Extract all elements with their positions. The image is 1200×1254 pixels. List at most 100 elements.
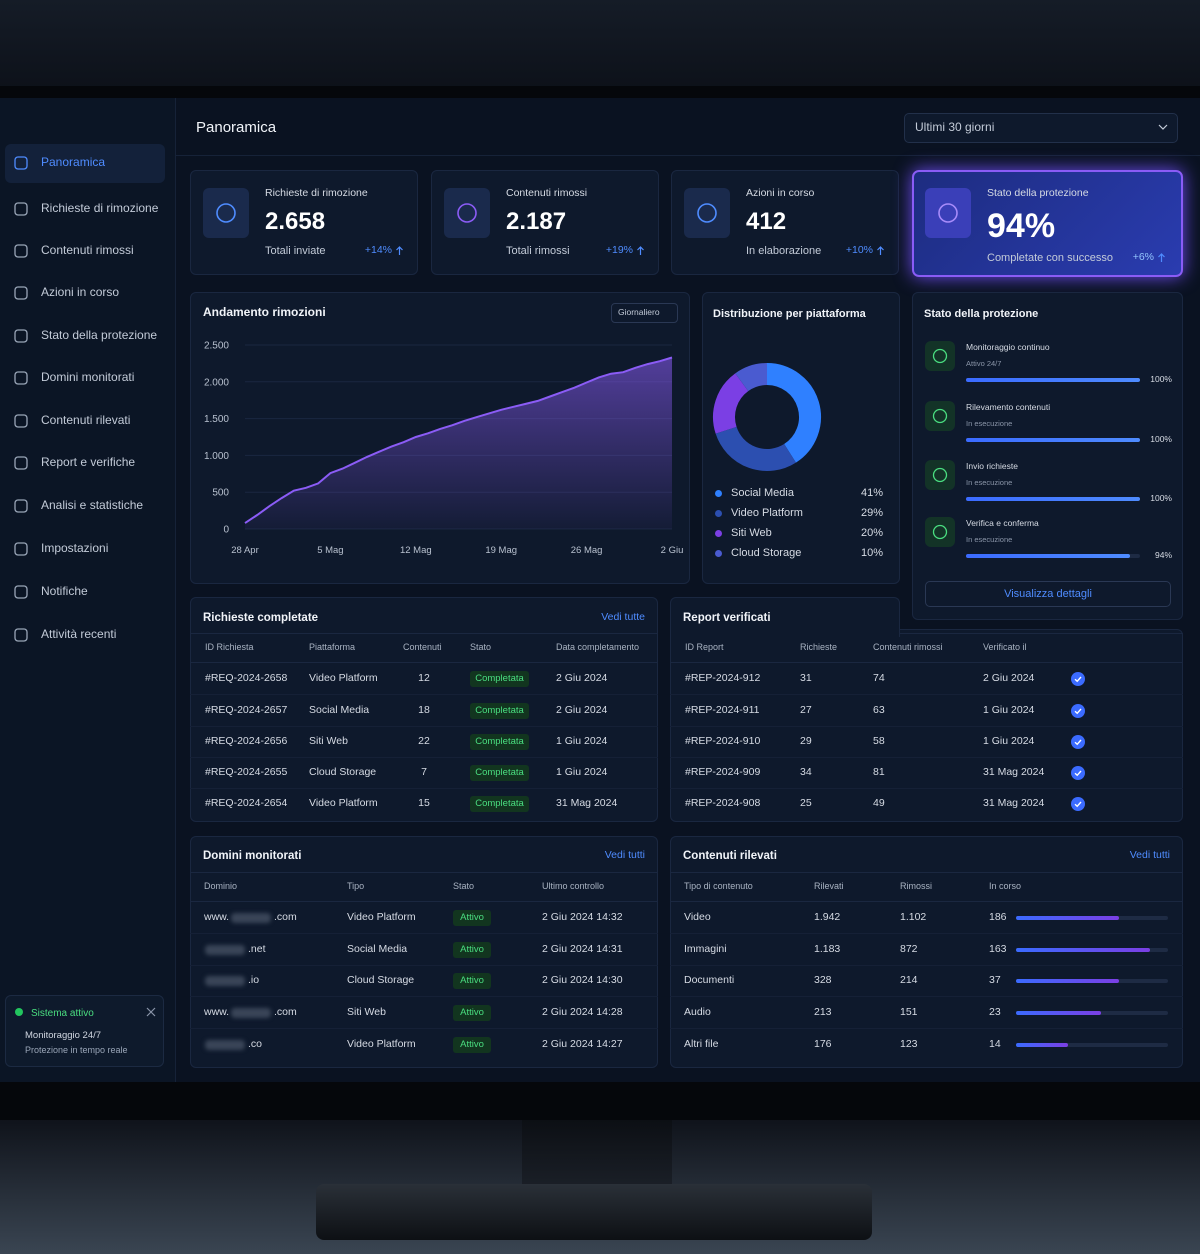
nav-item[interactable]: Contenuti rilevati: [41, 413, 131, 428]
table-header: Ultimo controllo: [542, 881, 605, 892]
cell: #REP-2024-908: [685, 797, 761, 810]
cell: 213: [814, 1006, 832, 1019]
nav-item[interactable]: Domini monitorati: [41, 370, 135, 385]
chart-selector-label[interactable]: Giornaliero: [618, 307, 660, 318]
cell: #REQ-2024-2657: [205, 704, 288, 717]
donut-chart: [713, 363, 821, 471]
range-select[interactable]: [904, 113, 1178, 143]
nav-icon: [14, 414, 28, 428]
chart-selector[interactable]: [611, 303, 678, 323]
cell: 25: [800, 797, 812, 810]
status-badge-label: Attivo: [460, 1006, 484, 1018]
protection-card: [912, 292, 1183, 620]
status-badge: [470, 703, 529, 719]
nav-item[interactable]: Attività recenti: [41, 627, 117, 642]
y-tick-label: 1.000: [204, 451, 229, 462]
cell: 27: [800, 704, 812, 717]
donut-segment: [715, 426, 796, 471]
row-divider: [190, 965, 658, 966]
verified-check: [1074, 739, 1082, 746]
details-button-label[interactable]: Visualizza dettagli: [1004, 587, 1092, 600]
nav-icon: [14, 329, 28, 343]
table-header: ID Richiesta: [205, 642, 254, 653]
domain-blur: [231, 913, 271, 923]
cell: 31 Mag 2024: [556, 797, 618, 810]
domain-prefix: www.: [204, 1006, 230, 1019]
cell: 186: [989, 911, 1007, 924]
table-card: [670, 836, 1183, 1068]
table-header: Dominio: [204, 881, 238, 892]
status-badge-label: Completata: [475, 735, 524, 747]
table-header: Rilevati: [814, 881, 844, 892]
cell: 63: [873, 704, 885, 717]
nav-icon: [14, 156, 28, 170]
kpi-value: 412: [746, 208, 787, 236]
step-title: Invio richieste: [966, 461, 1018, 472]
nav-item[interactable]: Contenuti rimossi: [41, 243, 134, 258]
nav-icon: [14, 628, 28, 642]
close-icon[interactable]: [146, 1007, 156, 1017]
domain-prefix: www.: [204, 911, 230, 924]
verified-icon: [1071, 735, 1085, 749]
legend-value: 29%: [860, 506, 883, 519]
nav-item[interactable]: Report e verifiche: [41, 455, 136, 470]
legend-label: Cloud Storage: [731, 546, 802, 559]
cell: Video Platform: [347, 1038, 416, 1051]
panel-title: Domini monitorati: [203, 849, 302, 862]
nav-item[interactable]: Panoramica: [41, 155, 106, 170]
table-card: [190, 597, 658, 822]
x-tick-label: 12 Mag: [400, 545, 432, 556]
chart-title: Distribuzione per piattaforma: [713, 307, 866, 320]
nav-item[interactable]: Notifiche: [41, 584, 88, 599]
kpi-icon-box: [444, 188, 490, 238]
nav-item[interactable]: Analisi e statistiche: [41, 498, 144, 513]
panel-link[interactable]: Vedi tutti: [604, 849, 645, 862]
details-button[interactable]: [925, 581, 1171, 607]
verified-icon: [1071, 672, 1085, 686]
nav-item[interactable]: Richieste di rimozione: [41, 201, 159, 216]
cell: #REP-2024-911: [685, 704, 760, 717]
row-divider: [670, 757, 1183, 758]
panel-link[interactable]: Vedi tutte: [601, 611, 645, 624]
nav-item[interactable]: Impostazioni: [41, 541, 109, 556]
range-select-label[interactable]: Ultimi 30 giorni: [915, 120, 995, 135]
cell: Video Platform: [309, 672, 378, 685]
step-value: 94%: [1154, 550, 1172, 561]
legend-label: Social Media: [731, 486, 794, 499]
status-line: Protezione in tempo reale: [25, 1045, 128, 1056]
chart-title: Andamento rimozioni: [203, 305, 326, 320]
nav-item[interactable]: Stato della protezione: [41, 328, 158, 343]
cell: Video Platform: [347, 911, 416, 924]
table-header: Piattaforma: [309, 642, 356, 653]
legend-value: 10%: [860, 546, 883, 559]
cell: Altri file: [684, 1038, 719, 1051]
nav-item[interactable]: Azioni in corso: [41, 285, 120, 300]
step-title: Verifica e conferma: [966, 518, 1039, 529]
nav-icon-shape: [14, 542, 28, 556]
cell: Social Media: [347, 943, 408, 956]
arrow-glyph: [877, 246, 884, 255]
row-divider: [670, 694, 1183, 695]
x-tick-label: 19 Mag: [485, 545, 517, 556]
verified-circle: [1071, 797, 1085, 811]
status-box: [5, 995, 164, 1067]
row-divider: [670, 726, 1183, 727]
row-divider: [190, 726, 658, 727]
kpi-sub: In elaborazione: [746, 244, 822, 257]
x-tick-label: 26 Mag: [571, 545, 603, 556]
chevron: [1158, 124, 1168, 130]
cell: #REP-2024-912: [685, 672, 761, 685]
cell: 1 Giu 2024: [556, 735, 608, 748]
chevron-glyph: [1158, 124, 1168, 130]
table-header: ID Report: [685, 642, 724, 653]
legend-label: Video Platform: [731, 506, 803, 519]
kpi-icon-glyph: [938, 203, 958, 223]
stand-neck: [522, 1120, 672, 1190]
cell: 2 Giu 2024 14:27: [542, 1038, 623, 1051]
progress-fill: [1016, 979, 1120, 983]
cell: 14: [989, 1038, 1001, 1051]
nav-icon-shape: [14, 414, 28, 428]
step-icon-glyph: [932, 408, 948, 424]
panel-link[interactable]: Vedi tutti: [1129, 849, 1170, 862]
kpi-value: 2.658: [265, 208, 326, 236]
